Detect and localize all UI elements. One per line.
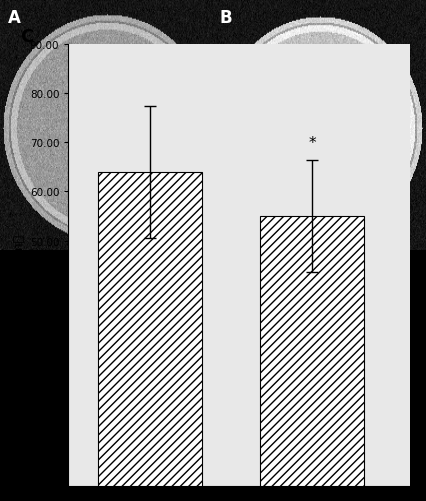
Text: *: * bbox=[308, 135, 315, 150]
Text: C: C bbox=[20, 28, 34, 46]
Bar bbox=[260, 216, 363, 486]
Bar bbox=[98, 172, 201, 486]
Text: A: A bbox=[8, 9, 21, 27]
Text: B: B bbox=[219, 9, 232, 27]
Y-axis label: 菌落直径（cm）: 菌落直径（cm） bbox=[13, 233, 26, 298]
